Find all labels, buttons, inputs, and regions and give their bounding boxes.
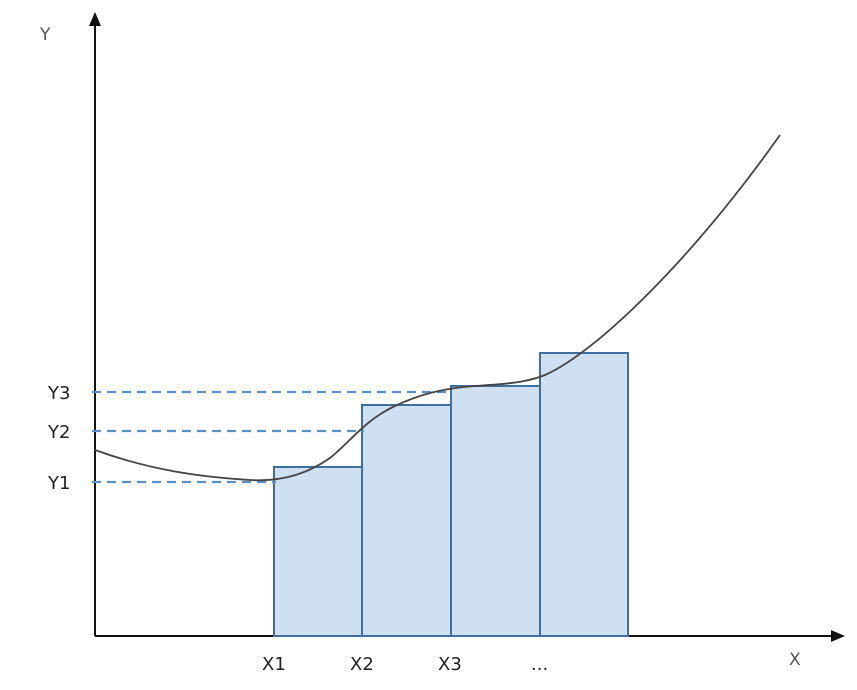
- function-curve: [94, 134, 781, 482]
- x-label-x1: X1: [262, 654, 286, 675]
- bar-3: [450, 385, 541, 637]
- x-label-x2: X2: [350, 654, 374, 675]
- y-label-y3: Y3: [47, 383, 70, 404]
- bar-2: [361, 404, 452, 637]
- bars: [273, 352, 629, 637]
- bar-1: [273, 466, 363, 637]
- y-axis-title: Y: [39, 25, 51, 45]
- y-label-y1: Y1: [47, 473, 70, 494]
- x-label-x3: X3: [438, 654, 462, 675]
- x-label-ellipsis: ...: [531, 654, 548, 675]
- x-axis-title: X: [789, 650, 801, 670]
- x-axis-arrowhead: [831, 630, 845, 642]
- bar-4: [539, 352, 629, 637]
- y-label-y2: Y2: [47, 422, 70, 443]
- y-axis-arrowhead: [89, 12, 101, 26]
- guide-lines: [92, 390, 452, 484]
